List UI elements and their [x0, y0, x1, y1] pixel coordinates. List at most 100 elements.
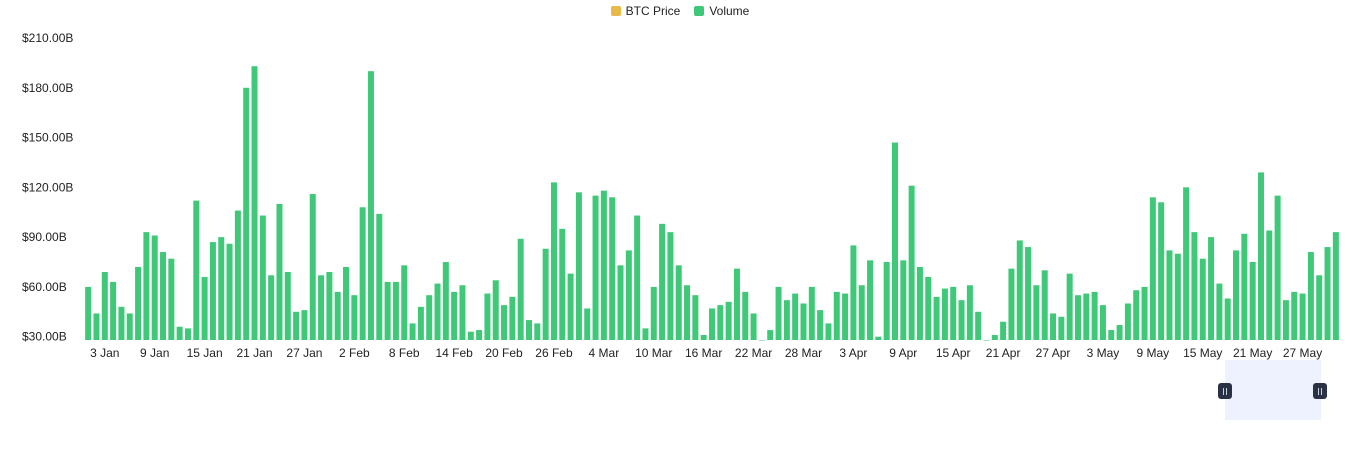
- volume-bar[interactable]: [775, 286, 782, 340]
- volume-bar[interactable]: [1241, 233, 1248, 340]
- volume-bar[interactable]: [392, 281, 399, 340]
- volume-bar[interactable]: [1000, 321, 1007, 340]
- volume-bar[interactable]: [892, 142, 898, 340]
- volume-bar[interactable]: [193, 200, 200, 340]
- volume-bar[interactable]: [1083, 293, 1090, 340]
- volume-bar[interactable]: [442, 262, 449, 340]
- volume-bar[interactable]: [1191, 232, 1198, 340]
- volume-bar[interactable]: [883, 262, 890, 340]
- volume-bar[interactable]: [1008, 268, 1015, 340]
- volume-bar[interactable]: [526, 320, 532, 340]
- volume-bar[interactable]: [1282, 300, 1289, 340]
- volume-bar[interactable]: [1116, 325, 1123, 340]
- volume-bar[interactable]: [1124, 303, 1131, 340]
- volume-bar[interactable]: [1291, 291, 1298, 340]
- volume-bar[interactable]: [559, 228, 566, 340]
- volume-bar[interactable]: [1149, 197, 1156, 340]
- volume-bar[interactable]: [842, 293, 849, 340]
- volume-bar[interactable]: [1266, 230, 1273, 340]
- volume-bar[interactable]: [318, 275, 325, 340]
- volume-bar[interactable]: [684, 285, 691, 340]
- navigator-right-handle[interactable]: [1313, 383, 1327, 399]
- volume-bar[interactable]: [742, 291, 749, 340]
- volume-bar[interactable]: [176, 326, 183, 340]
- volume-bar[interactable]: [975, 311, 982, 340]
- volume-bar[interactable]: [501, 305, 508, 340]
- volume-bar[interactable]: [259, 215, 266, 340]
- volume-bar[interactable]: [916, 266, 923, 340]
- volume-bar[interactable]: [650, 286, 657, 340]
- volume-bar[interactable]: [492, 280, 499, 340]
- volume-bar[interactable]: [783, 300, 790, 340]
- volume-bar[interactable]: [426, 295, 433, 340]
- volume-bar[interactable]: [284, 271, 291, 340]
- volume-bar[interactable]: [268, 275, 275, 340]
- volume-bar[interactable]: [1041, 270, 1048, 340]
- volume-bar[interactable]: [1316, 275, 1323, 340]
- volume-bar[interactable]: [991, 335, 998, 340]
- volume-bar[interactable]: [1332, 232, 1339, 340]
- volume-bar[interactable]: [717, 305, 724, 340]
- volume-bar[interactable]: [900, 260, 907, 340]
- volume-bar[interactable]: [309, 193, 316, 340]
- volume-bar[interactable]: [218, 237, 225, 340]
- volume-bar[interactable]: [401, 265, 408, 340]
- volume-bar[interactable]: [750, 313, 757, 340]
- volume-bar[interactable]: [867, 260, 874, 340]
- volume-bar[interactable]: [93, 313, 100, 340]
- volume-bar[interactable]: [201, 276, 208, 340]
- volume-bar[interactable]: [1108, 330, 1115, 340]
- volume-bar[interactable]: [592, 195, 599, 340]
- volume-bar[interactable]: [1158, 202, 1165, 340]
- volume-bar[interactable]: [792, 293, 799, 340]
- volume-bar[interactable]: [293, 311, 300, 340]
- volume-bar[interactable]: [1133, 290, 1140, 340]
- volume-bar[interactable]: [1183, 187, 1190, 340]
- volume-bar[interactable]: [243, 87, 250, 340]
- volume-bar[interactable]: [1066, 273, 1073, 340]
- volume-bar[interactable]: [1099, 305, 1106, 340]
- volume-bar[interactable]: [550, 182, 557, 340]
- volume-bar[interactable]: [617, 265, 624, 340]
- volume-bar[interactable]: [1199, 258, 1206, 340]
- volume-bar[interactable]: [434, 283, 441, 340]
- volume-bar[interactable]: [1174, 253, 1181, 340]
- volume-bar[interactable]: [326, 271, 333, 340]
- volume-bar[interactable]: [1016, 240, 1023, 340]
- volume-bar[interactable]: [85, 286, 92, 340]
- volume-bar[interactable]: [1257, 172, 1264, 340]
- volume-bar[interactable]: [659, 223, 666, 340]
- volume-bar[interactable]: [634, 215, 641, 340]
- volume-bar[interactable]: [484, 293, 491, 340]
- volume-bar[interactable]: [184, 328, 191, 340]
- volume-bar[interactable]: [908, 185, 915, 340]
- volume-bar[interactable]: [126, 313, 133, 340]
- volume-bar[interactable]: [709, 308, 715, 340]
- volume-bar[interactable]: [1216, 283, 1223, 340]
- volume-bar[interactable]: [950, 286, 957, 340]
- volume-bar[interactable]: [417, 306, 424, 340]
- volume-bar[interactable]: [875, 336, 882, 340]
- volume-bar[interactable]: [1141, 286, 1148, 340]
- volume-bar[interactable]: [700, 335, 707, 340]
- volume-bar[interactable]: [767, 330, 774, 340]
- legend-item-volume[interactable]: Volume: [694, 4, 749, 18]
- volume-bar[interactable]: [409, 323, 416, 340]
- volume-bar[interactable]: [833, 291, 840, 340]
- volume-bar[interactable]: [359, 207, 366, 340]
- volume-bar[interactable]: [384, 281, 391, 340]
- volume-bar[interactable]: [459, 285, 466, 340]
- volume-bar[interactable]: [933, 296, 940, 340]
- volume-bar[interactable]: [609, 197, 616, 340]
- volume-bar[interactable]: [817, 310, 824, 340]
- volume-bar[interactable]: [858, 285, 865, 340]
- volume-bar[interactable]: [276, 203, 283, 340]
- volume-bar[interactable]: [600, 190, 607, 340]
- volume-bar[interactable]: [476, 330, 483, 340]
- volume-bar[interactable]: [1249, 262, 1256, 340]
- volume-bar[interactable]: [451, 291, 458, 340]
- volume-bar[interactable]: [675, 265, 682, 340]
- volume-bar[interactable]: [517, 238, 524, 340]
- volume-bar[interactable]: [1324, 247, 1331, 340]
- volume-bar[interactable]: [168, 258, 175, 340]
